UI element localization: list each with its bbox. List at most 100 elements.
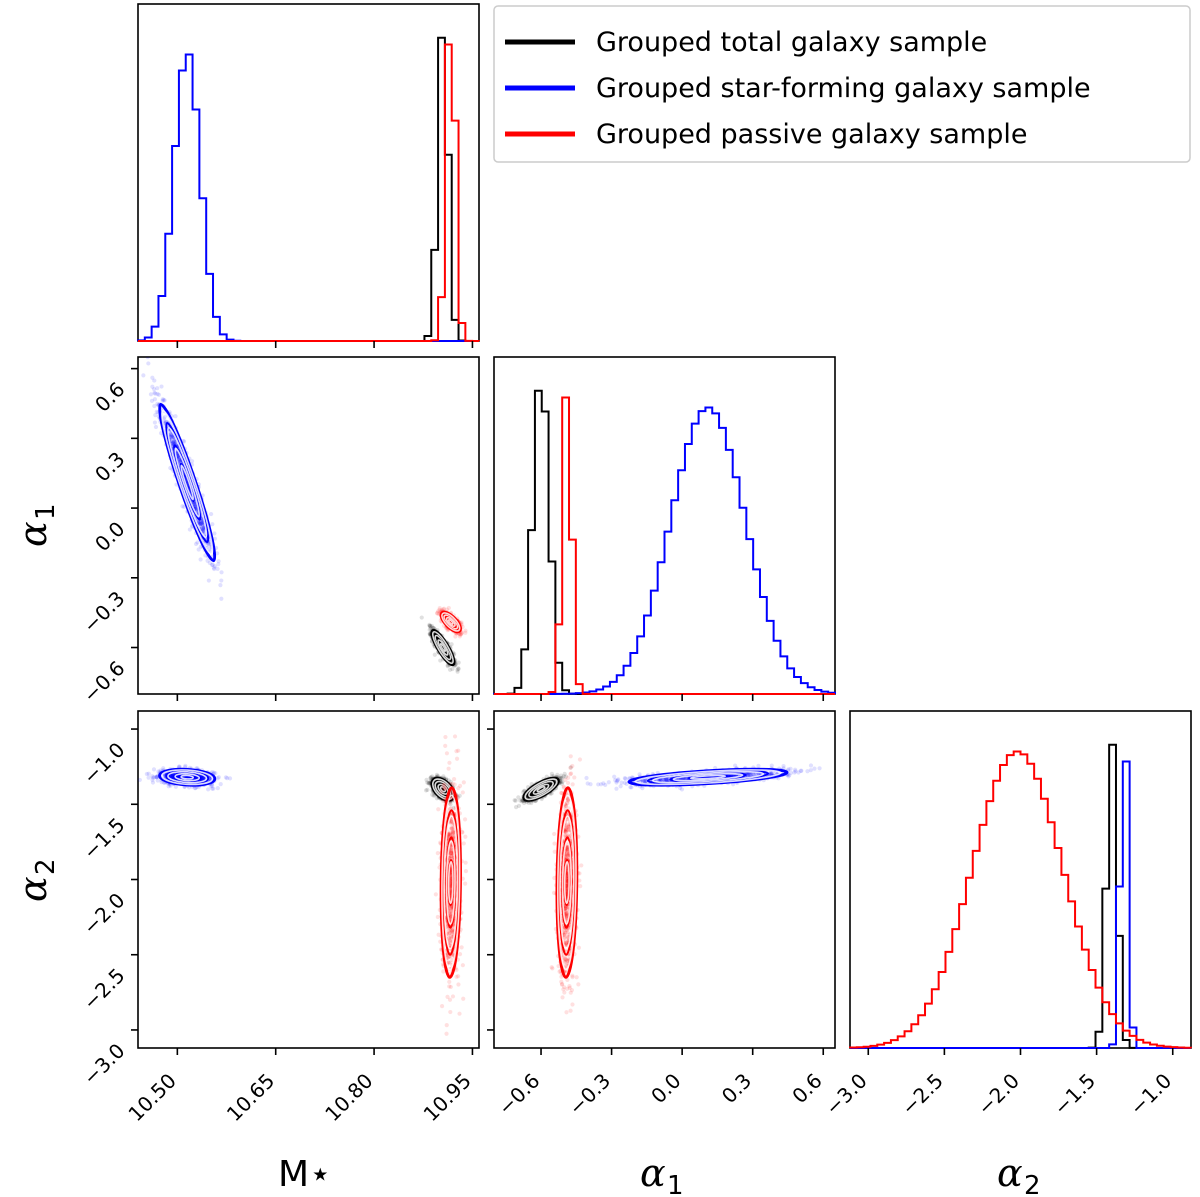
mstar-alpha2-point [146,771,151,776]
mstar-alpha1-point [200,522,205,527]
alpha1-alpha2-point [516,795,521,800]
panel-alpha1-hist-frame [493,356,836,695]
mstar-alpha1-point [198,557,203,562]
mstar-alpha1-point [456,660,461,665]
mstar-alpha1-point [428,626,433,631]
mstar-alpha1-point [427,624,433,629]
alpha1-alpha2-point [561,774,566,779]
panel-alpha1-alpha2-frame [493,710,836,1049]
mstar-alpha1-point [431,625,436,631]
mstar-alpha1-point [155,391,160,397]
mstar-alpha1-point [209,511,214,517]
mstar-alpha1-point [432,652,437,657]
mstar-alpha1-point [170,435,175,440]
mstar-alpha1-point [176,455,182,461]
mstar-alpha2-point [206,787,211,792]
mstar-alpha1-point [211,565,216,570]
mstar-alpha1-contour-highlight [434,634,452,661]
mstar-alpha2-point [138,777,142,783]
mstar-alpha2-point [425,787,430,792]
mstar-alpha2-point [428,775,433,780]
alpha1-alpha2-point [514,805,519,810]
mstar-alpha1-point [219,570,224,575]
mstar-alpha2-point [430,774,435,779]
mstar-alpha2-point [425,780,430,785]
alpha1-alpha2-point [519,799,524,804]
alpha1-alpha2-point [558,775,563,780]
alpha1-alpha2-point [568,765,573,770]
mstar-alpha2-point [434,772,440,777]
mstar-alpha1-point [155,386,160,391]
mstar-alpha2-point [211,786,216,791]
alpha1-alpha2-point [585,781,590,786]
mstar-alpha1-point [210,522,215,527]
mstar-alpha1-point [168,435,174,440]
mstar-alpha1-point [438,658,443,663]
mstar-alpha1-point [200,522,205,527]
mstar-alpha1-point [171,440,176,445]
mstar-alpha2-point [457,793,462,798]
mstar-alpha1-point [419,615,424,620]
mstar-alpha1-point [429,625,434,630]
alpha1-alpha2-point [512,798,517,803]
mstar-alpha1-point [192,504,197,509]
mstar-alpha1-point [429,623,435,629]
mstar-alpha2-point [150,774,155,779]
mstar-alpha1-point [201,527,206,532]
mstar-alpha2-grouped-star-forming-galaxy-sample-group [138,763,233,792]
alpha1-alpha2-point [518,798,523,803]
mstar-alpha1-point [449,642,454,647]
alpha1-alpha2-point [756,763,761,768]
mstar-alpha1-point [195,540,200,545]
panel-mstar-alpha2-frame [137,710,480,1049]
alpha1-alpha2-grouped-star-forming-galaxy-sample-group [584,763,822,792]
mstar-alpha1-grouped-total-galaxy-sample-group [419,615,461,674]
mstar-alpha1-point [216,559,221,564]
alpha1-alpha2-point [562,771,567,776]
mstar-alpha1-point [159,384,164,389]
mstar-alpha1-point [149,398,155,403]
mstar-alpha1-point [198,521,203,526]
mstar-alpha1-point [180,504,185,509]
mstar-alpha2-point [430,792,435,797]
mstar-alpha1-point [145,357,150,360]
mstar-alpha1-point [193,541,199,547]
mstar-alpha1-point [160,398,165,403]
mstar-alpha2-contour-highlight [434,780,452,798]
mstar-alpha1-point [160,397,165,402]
alpha1-alpha2-point [563,774,569,779]
mstar-alpha1-point [170,440,175,445]
alpha1-alpha2-point [584,775,589,781]
mstar-alpha1-point [210,562,215,567]
mstar-alpha1-point [447,667,453,672]
mstar-alpha2-point [215,776,220,781]
mstar-alpha1-point [206,543,212,548]
alpha1-alpha2-contour-highlight [532,783,550,795]
mstar-alpha1-point [176,453,181,459]
mstar-alpha1-point [196,547,201,552]
mstar-alpha1-point [152,420,158,425]
mstar-alpha1-point [198,521,204,526]
mstar-alpha1-point [168,434,174,439]
mstar-alpha1-point [207,560,212,566]
mstar-alpha2-point [146,775,151,780]
mstar-alpha2-point [227,776,233,781]
alpha1-alpha2-point [516,803,522,808]
mstar-alpha1-point [456,666,461,671]
mstar-alpha1-point [427,622,432,627]
mstar-alpha1-point [193,504,198,509]
mstar-alpha1-point [172,439,177,444]
mstar-alpha1-point [155,401,160,407]
mstar-alpha1-point [198,521,203,526]
mstar-alpha2-point [426,780,432,785]
mstar-alpha1-point [218,583,223,588]
mstar-alpha1-point [148,392,154,397]
mstar-alpha1-grouped-star-forming-galaxy-sample-group [141,357,224,601]
mstar-alpha2-point [154,774,159,780]
mstar-alpha2-contour-highlight [439,786,447,793]
mstar-alpha1-contour-highlight [431,631,454,665]
mstar-alpha2-point [448,802,453,807]
mstar-alpha2-point [424,777,429,782]
alpha1-alpha2-point [522,800,527,806]
